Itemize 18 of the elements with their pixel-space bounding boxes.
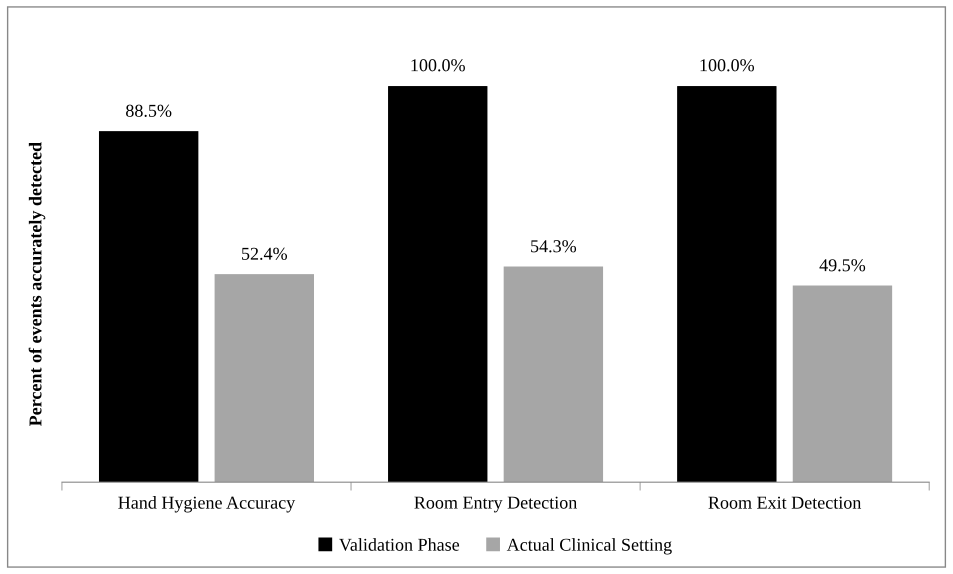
data-label: 52.4%	[242, 248, 287, 260]
x-tick-label: Hand Hygiene Accuracy	[118, 496, 296, 512]
y-axis-title: Percent of events accurately detected	[28, 142, 46, 426]
data-label: 100.0%	[412, 59, 465, 72]
bar	[504, 266, 604, 482]
data-label: 100.0%	[700, 59, 754, 72]
bar	[792, 286, 892, 482]
x-tick-label: Room Exit Detection	[708, 496, 862, 509]
bar	[214, 274, 314, 482]
bar	[388, 86, 488, 482]
bar	[677, 86, 777, 482]
legend-label: Validation Phase	[339, 538, 460, 551]
bar	[98, 131, 198, 482]
data-label: 54.3%	[531, 240, 576, 252]
x-tick-label: Room Entry Detection	[414, 496, 578, 512]
data-label: 88.5%	[126, 104, 172, 117]
legend-label: Actual Clinical Setting	[506, 538, 672, 555]
data-label: 49.5%	[819, 259, 866, 272]
